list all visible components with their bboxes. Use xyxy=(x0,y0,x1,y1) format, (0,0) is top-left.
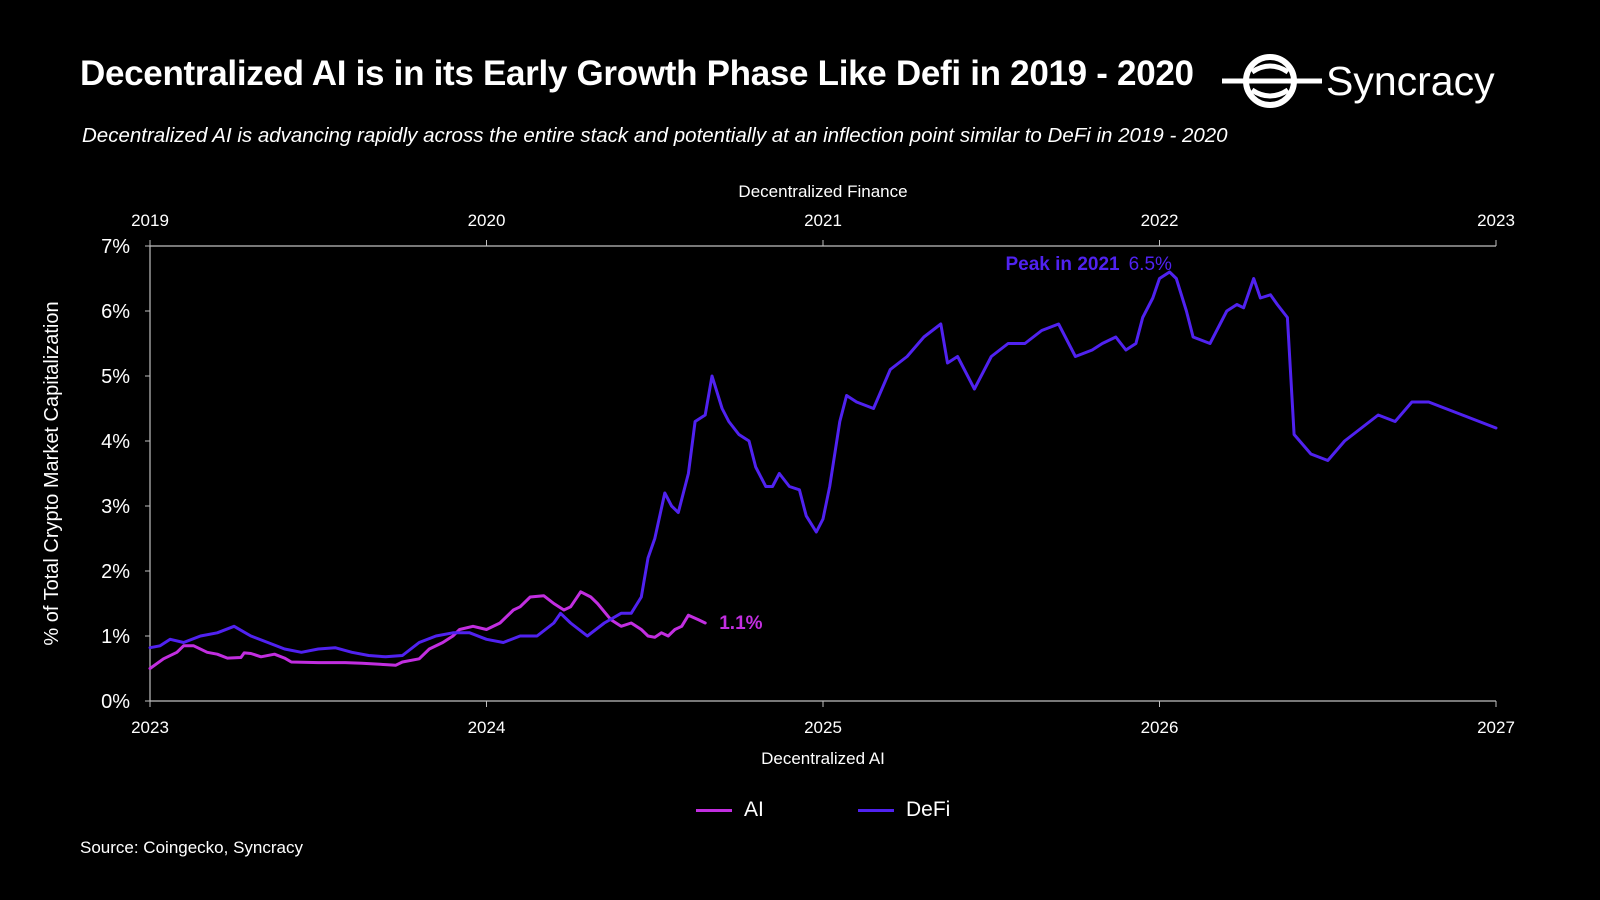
peak-annotation-label: Peak in 2021 xyxy=(1006,254,1121,275)
legend-item-defi: DeFi xyxy=(858,797,950,823)
x-bottom-axis-title: Decentralized AI xyxy=(761,749,885,768)
brand-name: Syncracy xyxy=(1326,58,1495,104)
peak-annotation-value: 6.5% xyxy=(1129,254,1172,275)
y-tick-label: 0% xyxy=(101,691,130,713)
y-axis-title: % of Total Crypto Market Capitalization xyxy=(41,301,63,645)
x-bottom-tick-label: 2025 xyxy=(804,718,842,737)
x-top-tick-label: 2021 xyxy=(804,211,842,230)
series-line-ai xyxy=(148,590,707,670)
x-bottom-tick-label: 2023 xyxy=(131,718,169,737)
y-tick-label: 4% xyxy=(101,431,130,453)
brand-logo: Syncracy xyxy=(1222,52,1522,112)
legend-label-defi: DeFi xyxy=(906,798,951,821)
y-tick-label: 1% xyxy=(101,626,130,648)
y-tick-label: 2% xyxy=(101,561,130,583)
legend-item-ai: AI xyxy=(696,797,764,823)
series-line-defi xyxy=(148,270,1498,659)
y-tick-label: 3% xyxy=(101,496,130,518)
syncracy-logo-icon xyxy=(1222,54,1322,108)
y-tick-label: 6% xyxy=(101,301,130,323)
source-note: Source: Coingecko, Syncracy xyxy=(80,838,303,857)
x-top-axis-title: Decentralized Finance xyxy=(738,182,907,201)
ai-end-label: 1.1% xyxy=(719,613,762,634)
x-top-tick-label: 2022 xyxy=(1141,211,1179,230)
legend-swatch-ai xyxy=(696,808,732,812)
x-top-tick-label: 2023 xyxy=(1477,211,1515,230)
legend-swatch-defi xyxy=(858,808,894,812)
y-tick-label: 7% xyxy=(101,236,130,258)
x-bottom-tick-label: 2027 xyxy=(1477,718,1515,737)
x-bottom-tick-label: 2026 xyxy=(1141,718,1179,737)
chart-subtitle: Decentralized AI is advancing rapidly ac… xyxy=(82,124,1228,147)
x-top-tick-label: 2020 xyxy=(468,211,506,230)
legend-label-ai: AI xyxy=(744,798,764,821)
x-bottom-tick-label: 2024 xyxy=(468,718,506,737)
chart-title: Decentralized AI is in its Early Growth … xyxy=(80,54,1194,93)
y-tick-label: 5% xyxy=(101,366,130,388)
x-top-tick-label: 2019 xyxy=(131,211,169,230)
